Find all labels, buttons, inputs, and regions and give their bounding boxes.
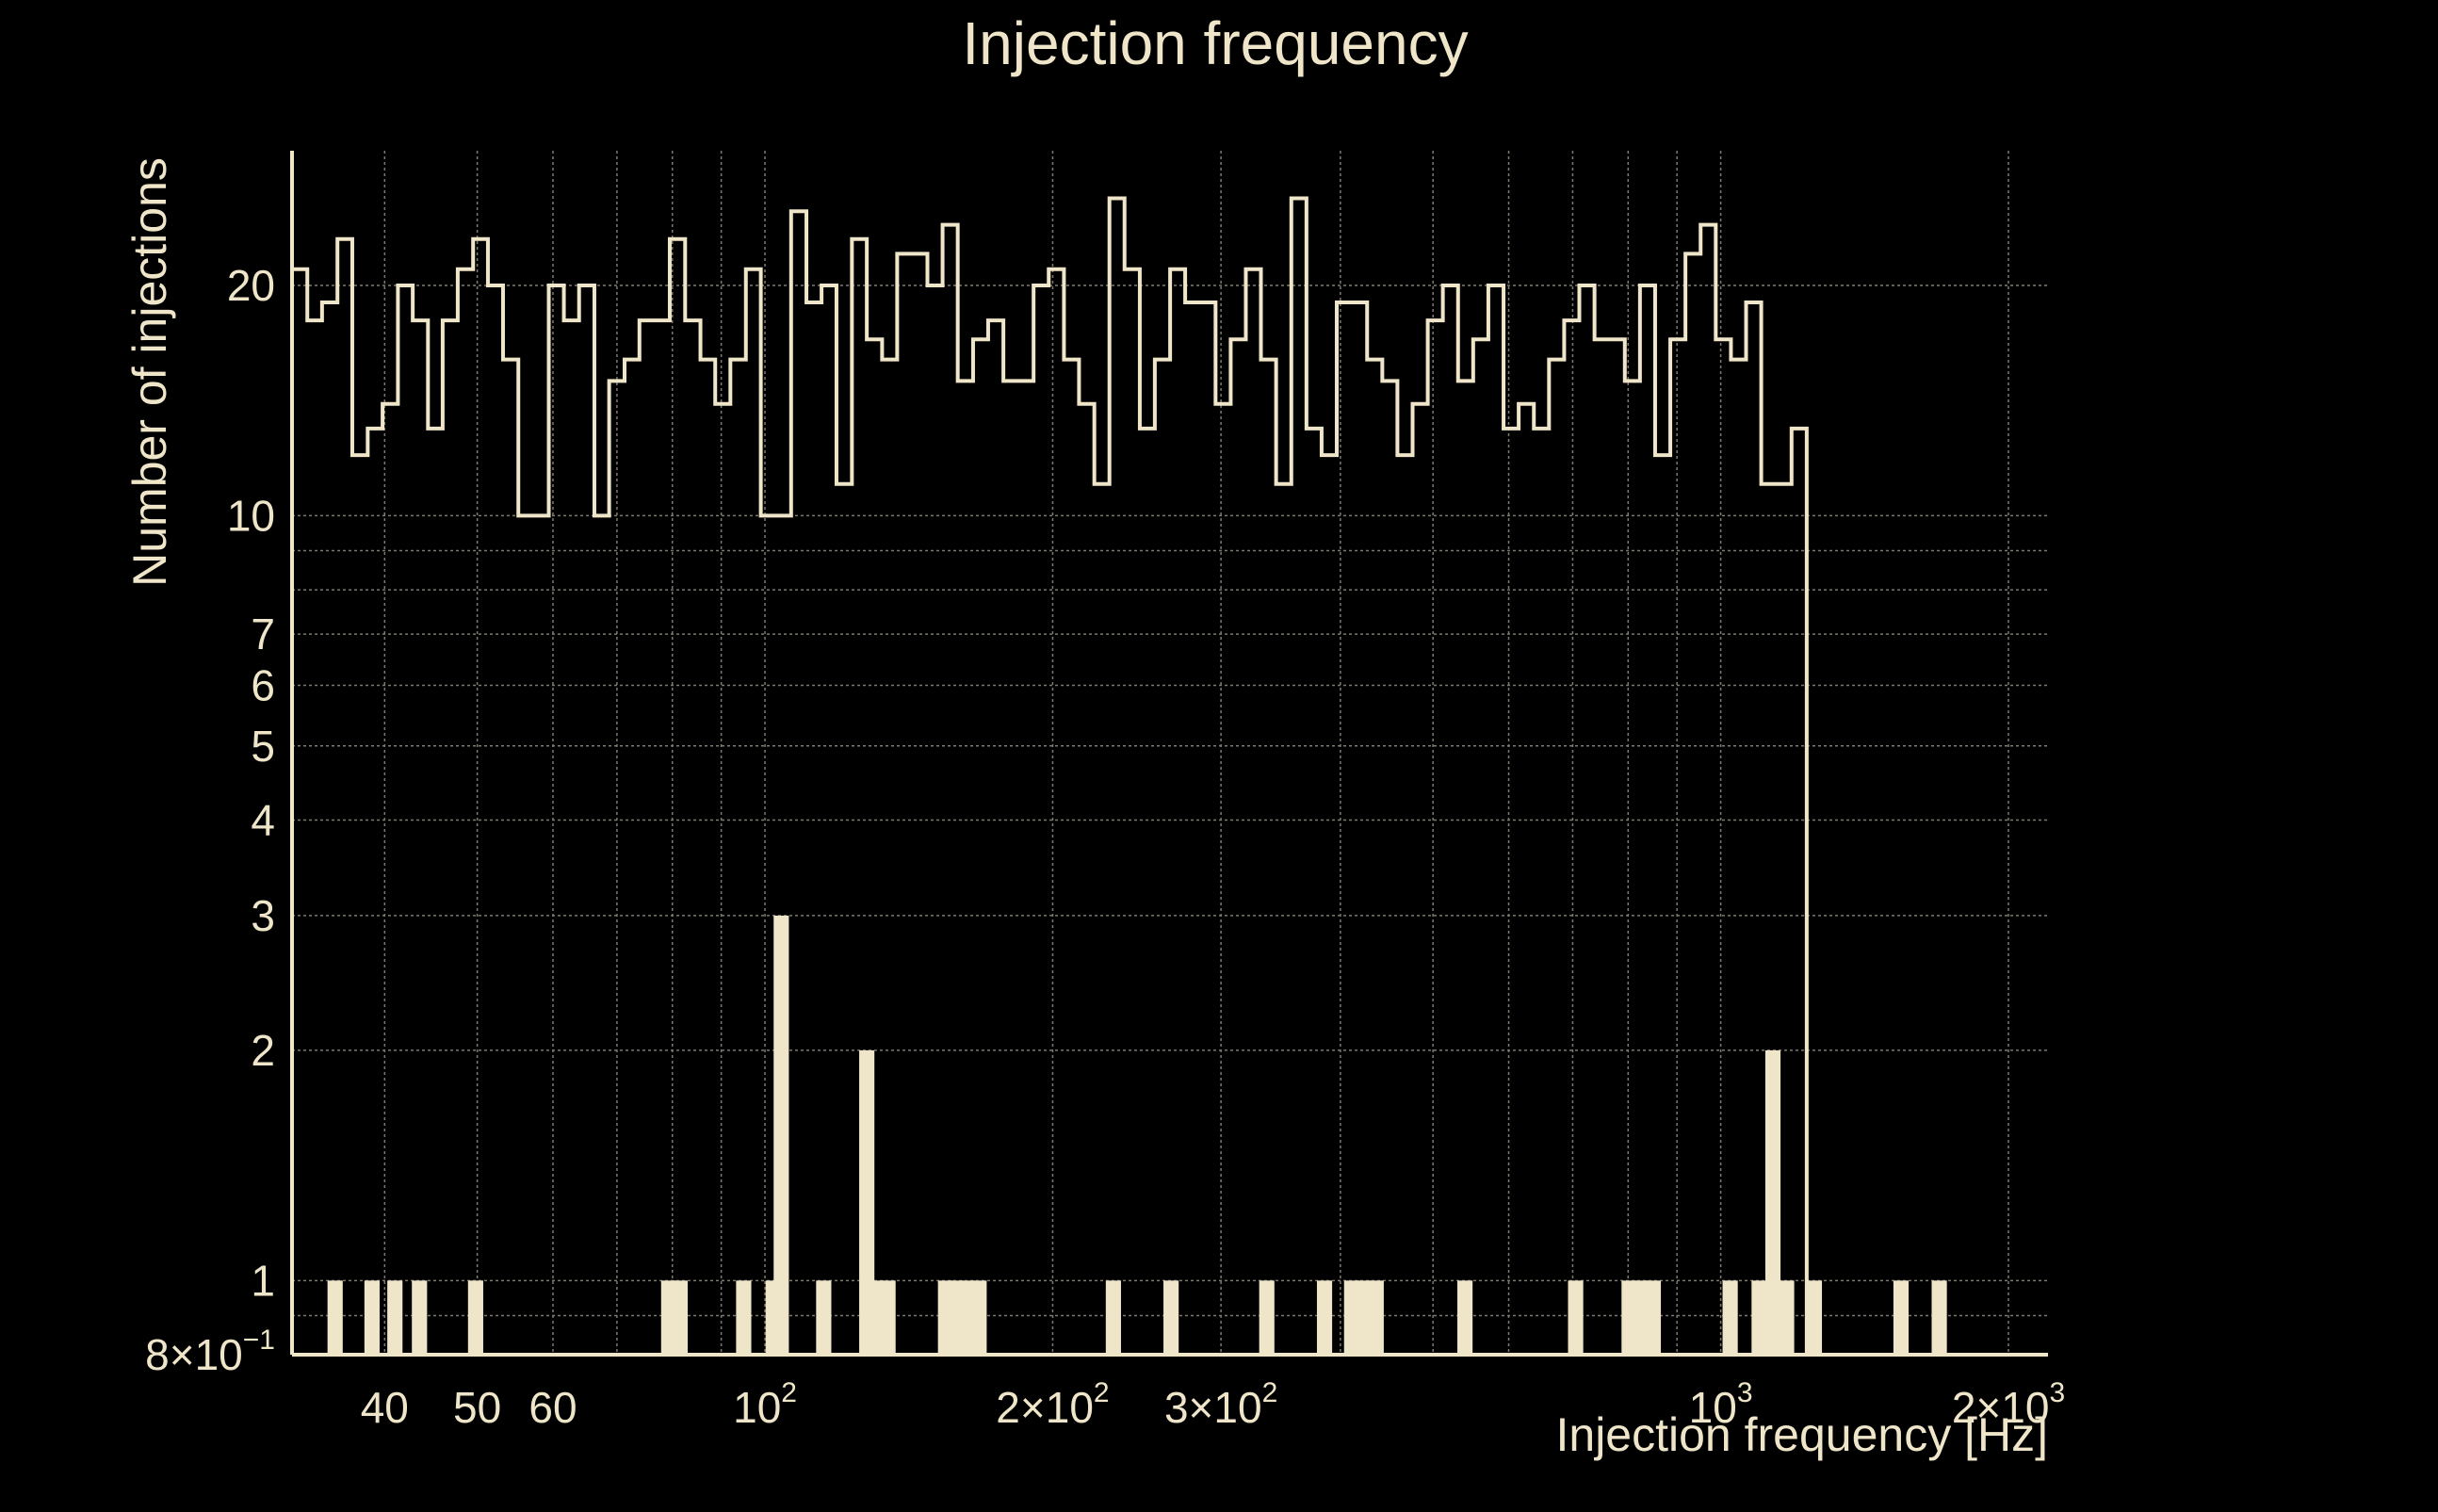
histogram-bar [412, 1280, 428, 1355]
histogram-bar [1722, 1280, 1738, 1355]
histogram-bar [1457, 1280, 1473, 1355]
x-tick-label: 2×103 [1952, 1377, 2065, 1432]
x-axis-label: Injection frequency [Hz] [1556, 1408, 2049, 1461]
y-tick-label: 10 [227, 491, 275, 540]
histogram-bar [1105, 1280, 1121, 1355]
histogram-bar [1764, 1049, 1781, 1355]
y-tick-label: 20 [227, 261, 275, 310]
bars-series [327, 915, 1947, 1355]
y-tick-label: 4 [251, 795, 275, 844]
histogram-bar [971, 1280, 987, 1355]
x-tick-label: 50 [453, 1383, 501, 1432]
histogram-bar [1779, 1280, 1795, 1355]
histogram-bar [327, 1280, 343, 1355]
histogram-bar [1633, 1280, 1649, 1355]
grid [292, 151, 2048, 1355]
histogram-bar [1356, 1280, 1372, 1355]
x-tick-label: 102 [733, 1377, 797, 1432]
histogram-bar [859, 1049, 875, 1355]
x-tick-label: 2×102 [996, 1377, 1109, 1432]
histogram-bar [773, 915, 789, 1355]
y-tick-labels: 8×10−1 1 2 3 4 5 67 10 20 [145, 261, 275, 1379]
histogram-bar [364, 1280, 380, 1355]
histogram-bar [1343, 1280, 1359, 1355]
histogram-bar [1368, 1280, 1384, 1355]
y-tick-label: 6 [251, 661, 275, 710]
y-tick-label: 8×10−1 [145, 1325, 275, 1379]
histogram-bar [1568, 1280, 1584, 1355]
histogram-bar [1316, 1280, 1333, 1355]
axes [290, 151, 2048, 1357]
y-tick-label: 1 [251, 1256, 275, 1305]
x-tick-label: 60 [528, 1383, 577, 1432]
histogram-bar [736, 1280, 752, 1355]
histogram-bar [1259, 1280, 1275, 1355]
histogram-bar [672, 1280, 688, 1355]
histogram-bar [467, 1280, 483, 1355]
y-axis-label: Number of injections [123, 157, 176, 587]
chart-title: Injection frequency [962, 9, 1468, 77]
histogram-bar [948, 1280, 965, 1355]
histogram-bar [1806, 1280, 1823, 1355]
histogram-bar [1645, 1280, 1662, 1355]
histogram-bar [1751, 1280, 1767, 1355]
y-tick-label: 7 [251, 610, 275, 658]
y-tick-label: 2 [251, 1026, 275, 1075]
histogram-bar [1931, 1280, 1947, 1355]
histogram-bar [387, 1280, 403, 1355]
histogram-bar [1163, 1280, 1179, 1355]
histogram-bar [1621, 1280, 1637, 1355]
histogram-bar [1893, 1280, 1910, 1355]
step-series [292, 196, 1809, 1355]
histogram-bar [880, 1280, 896, 1355]
x-tick-label: 103 [1689, 1377, 1753, 1432]
y-tick-label: 5 [251, 722, 275, 771]
histogram-bar [816, 1280, 832, 1355]
x-tick-label: 40 [361, 1383, 409, 1432]
x-tick-label: 3×102 [1164, 1377, 1277, 1432]
y-tick-label: 3 [251, 891, 275, 940]
x-tick-labels: 40 50 60 102 2×102 3×102 103 2×103 [361, 1377, 2065, 1432]
